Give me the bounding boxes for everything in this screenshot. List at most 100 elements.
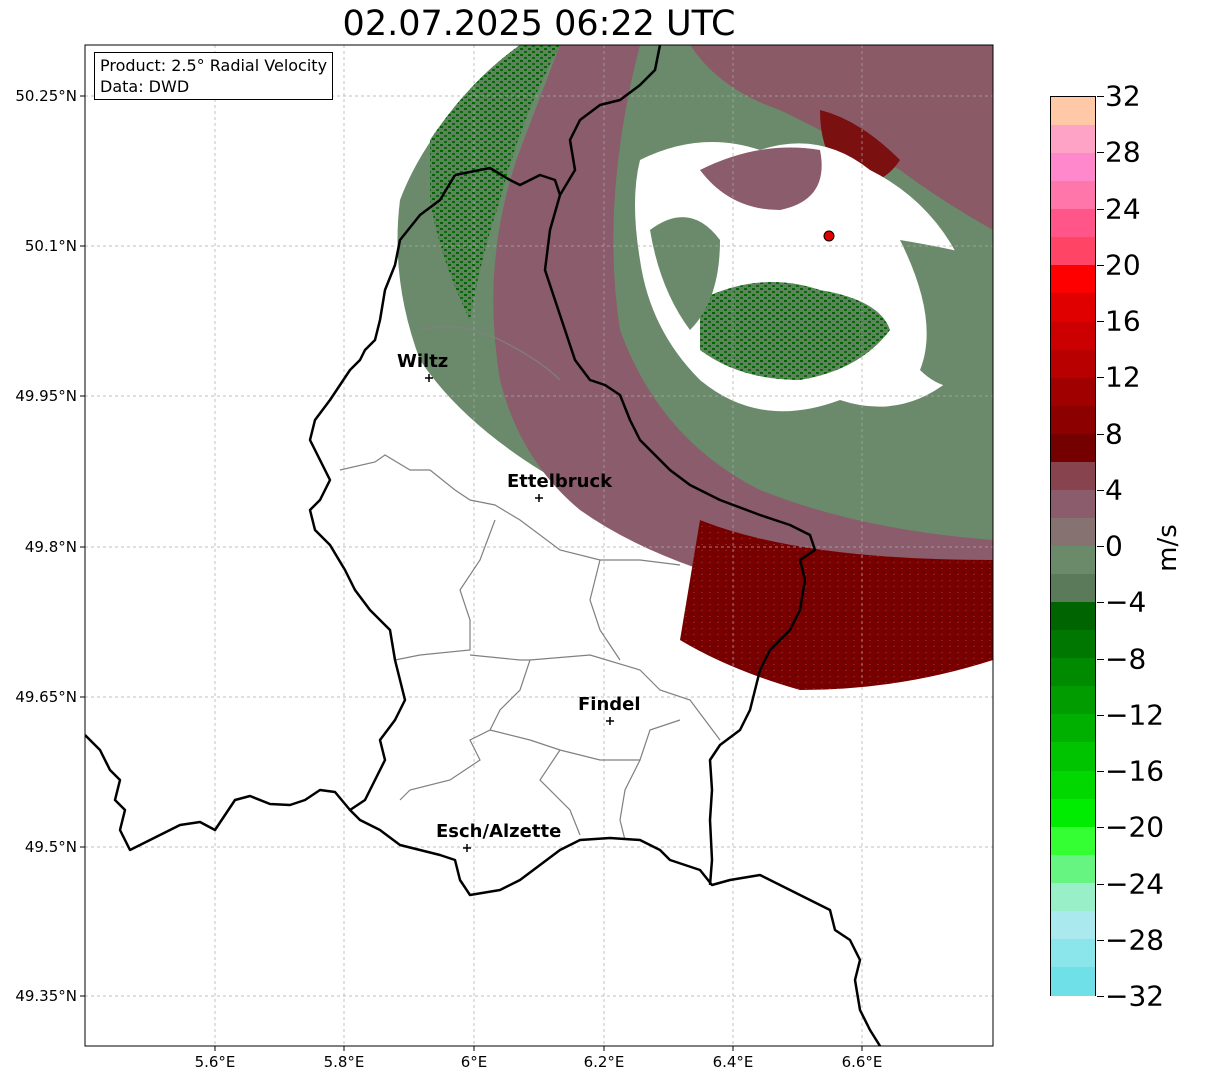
lat-label: 50.1°N — [24, 237, 77, 255]
colorbar-swatch — [1051, 405, 1095, 435]
velocity-ring-northwest-dark — [430, 45, 560, 320]
city-label-findel: Findel — [578, 694, 641, 715]
colorbar-tick-label: −32 — [1105, 979, 1165, 1013]
colorbar-tick-label: 8 — [1105, 417, 1123, 450]
colorbar-swatch — [1051, 686, 1095, 715]
colorbar — [1050, 96, 1096, 996]
colorbar-tick-label: 4 — [1105, 473, 1123, 507]
colorbar-swatch — [1051, 882, 1095, 912]
lon-label: 6.6°E — [841, 1053, 883, 1071]
colorbar-tick-mark — [1097, 489, 1104, 491]
lat-label: 49.8°N — [24, 538, 77, 556]
colorbar-tick-label: −28 — [1105, 923, 1165, 957]
colorbar-tick-label: −24 — [1105, 867, 1165, 900]
city-label-wiltz: Wiltz — [397, 351, 449, 372]
lat-label: 50.25°N — [15, 87, 77, 105]
colorbar-swatch — [1051, 770, 1095, 800]
colorbar-tick-mark — [1097, 658, 1104, 660]
colorbar-swatch — [1051, 489, 1095, 519]
colorbar-swatch — [1051, 181, 1095, 210]
lon-label: 5.6°E — [194, 1053, 236, 1071]
colorbar-tick-label: −8 — [1105, 642, 1147, 675]
lat-label: 49.5°N — [24, 838, 77, 856]
city-marker-findel — [606, 717, 614, 725]
axis-ticks — [80, 95, 863, 1051]
colorbar-tick-label: 24 — [1105, 192, 1141, 225]
colorbar-tick-label: −4 — [1105, 585, 1147, 619]
city-marker-wiltz — [425, 374, 433, 382]
colorbar-tick-mark — [1097, 827, 1104, 829]
city-label-esch: Esch/Alzette — [436, 821, 562, 842]
lon-label: 6.4°E — [712, 1053, 754, 1071]
colorbar-swatch — [1051, 433, 1095, 463]
colorbar-swatch — [1051, 658, 1095, 687]
colorbar-tick-label: 20 — [1105, 248, 1141, 282]
colorbar-swatch — [1051, 237, 1095, 266]
lon-label: 6°E — [460, 1053, 488, 1071]
colorbar-tick-mark — [1097, 602, 1104, 604]
colorbar-swatch — [1051, 742, 1095, 772]
colorbar-tick-label: 12 — [1105, 360, 1141, 394]
lon-label: 6.2°E — [583, 1053, 625, 1071]
colorbar-unit: m/s — [1153, 524, 1183, 572]
city-marker-esch — [463, 844, 471, 852]
colorbar-swatch — [1051, 349, 1095, 379]
velocity-field — [397, 45, 993, 690]
colorbar-swatch — [1051, 265, 1095, 295]
colorbar-tick-label: −16 — [1105, 754, 1165, 788]
lat-label: 49.95°N — [15, 387, 77, 405]
colorbar-swatch — [1051, 574, 1095, 603]
velocity-inner-green-west — [650, 217, 720, 330]
info-box: Product: 2.5° Radial Velocity Data: DWD — [94, 52, 334, 100]
velocity-inner-mauve — [700, 147, 822, 210]
colorbar-swatch — [1051, 209, 1095, 238]
colorbar-tick-label: −20 — [1105, 810, 1165, 844]
colorbar-swatch — [1051, 798, 1095, 828]
lat-label: 49.65°N — [15, 688, 77, 706]
colorbar-swatch — [1051, 293, 1095, 323]
colorbar-tick-mark — [1097, 883, 1104, 885]
colorbar-tick-mark — [1097, 546, 1104, 547]
colorbar-swatch — [1051, 125, 1095, 154]
colorbar-tick-mark — [1097, 996, 1104, 997]
colorbar-swatch — [1051, 97, 1095, 126]
colorbar-tick-label: 32 — [1105, 79, 1141, 113]
national-borders — [85, 45, 882, 1046]
colorbar-swatch — [1051, 602, 1095, 631]
colorbar-swatch — [1051, 630, 1095, 659]
border-germany-north — [558, 45, 662, 196]
velocity-inner-green-east — [900, 240, 993, 388]
colorbar-tick-label: −12 — [1105, 698, 1165, 732]
colorbar-swatch — [1051, 910, 1095, 940]
velocity-inner-green — [700, 282, 890, 380]
colorbar-tick-mark — [1097, 96, 1104, 97]
colorbar-tick-mark — [1097, 264, 1104, 266]
city-markers — [425, 374, 614, 852]
colorbar-swatch — [1051, 826, 1095, 856]
colorbar-tick-mark — [1097, 321, 1104, 322]
velocity-southeast-core — [680, 520, 993, 690]
colorbar-swatch — [1051, 938, 1095, 968]
colorbar-tick-mark — [1097, 433, 1104, 435]
border-belgium-west — [308, 174, 882, 1046]
colorbar-swatch — [1051, 546, 1095, 575]
lat-label: 49.35°N — [15, 987, 77, 1005]
colorbar-tick-label: 28 — [1105, 135, 1141, 169]
colorbar-swatch — [1051, 461, 1095, 491]
colorbar-tick-mark — [1097, 152, 1104, 154]
colorbar-swatch — [1051, 966, 1095, 996]
canton-borders — [339, 326, 721, 841]
info-source: Data: DWD — [100, 77, 190, 96]
city-marker-ettelbruck — [535, 494, 543, 502]
city-label-ettelbruck: Ettelbruck — [507, 471, 613, 492]
colorbar-tick-mark — [1097, 771, 1104, 772]
lon-label: 5.8°E — [323, 1053, 365, 1071]
colorbar-swatch — [1051, 321, 1095, 351]
plot-frame — [84, 44, 994, 1047]
radar-site-marker — [823, 230, 835, 242]
colorbar-swatch — [1051, 854, 1095, 884]
colorbar-swatch — [1051, 153, 1095, 182]
colorbar-tick-mark — [1097, 377, 1104, 379]
colorbar-swatch — [1051, 377, 1095, 407]
